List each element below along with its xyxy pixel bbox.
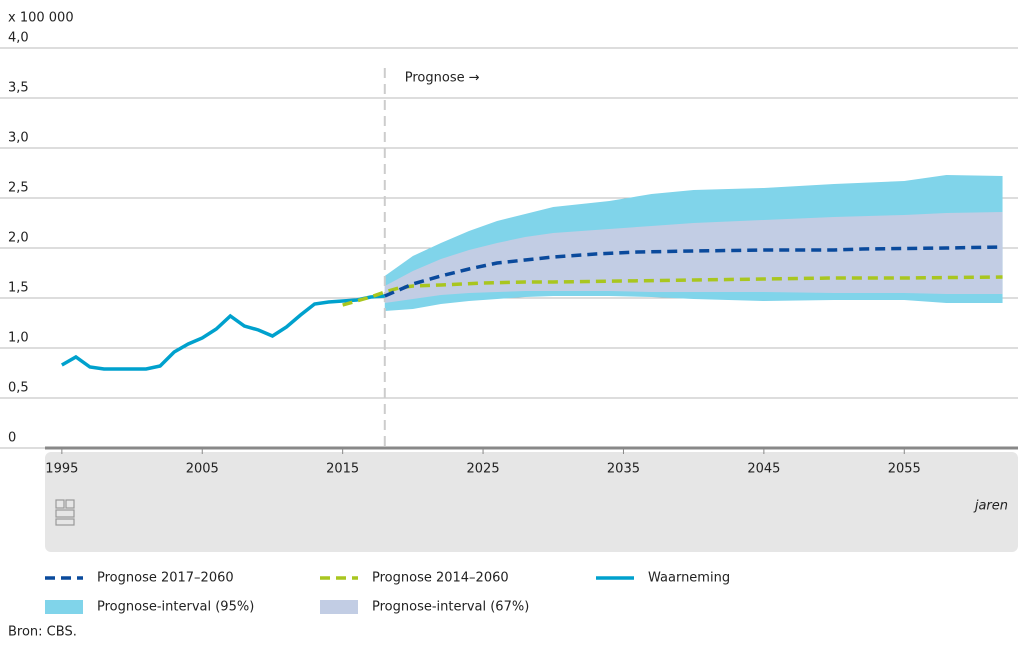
y-tick-label: 1,5 (8, 281, 29, 296)
x-tick-label: 2025 (467, 462, 500, 477)
x-tick-label: 2035 (607, 462, 640, 477)
x-tick-label: 2015 (326, 462, 359, 477)
y-tick-label: 0 (8, 431, 16, 446)
legend-label: Waarneming (648, 571, 730, 586)
x-axis-label: jaren (973, 499, 1008, 514)
source: Bron: CBS. (8, 625, 77, 640)
y-tick-label: 0,5 (8, 381, 29, 396)
dashed-line (342, 275, 1003, 307)
footer-panel (45, 452, 1018, 552)
legend-swatch (45, 600, 83, 614)
logo (55, 499, 75, 526)
y-tick-label: 2,0 (8, 231, 29, 246)
x-tick-label: 1995 (45, 462, 78, 477)
y-tick-label: 3,0 (8, 131, 29, 146)
unit-label: x 100 000 (8, 11, 74, 26)
legend-label: Prognose 2017–2060 (97, 571, 234, 586)
interval-band (384, 212, 1003, 303)
y-tick-label: 1,0 (8, 331, 29, 346)
x-tick-label: 2055 (888, 462, 921, 477)
y-tick-label: 3,5 (8, 81, 29, 96)
legend-label: Prognose-interval (67%) (372, 600, 529, 615)
legend-swatch (320, 600, 358, 614)
y-tick-label: 4,0 (8, 31, 29, 46)
x-tick-label: 2045 (747, 462, 780, 477)
line (60, 294, 385, 371)
legend-label: Prognose-interval (95%) (97, 600, 254, 615)
x-tick-label: 2005 (186, 462, 219, 477)
legend-label: Prognose 2014–2060 (372, 571, 509, 586)
dashed-line (384, 245, 1003, 298)
y-tick-label: 2,5 (8, 181, 29, 196)
annotation: Prognose → (405, 71, 480, 86)
